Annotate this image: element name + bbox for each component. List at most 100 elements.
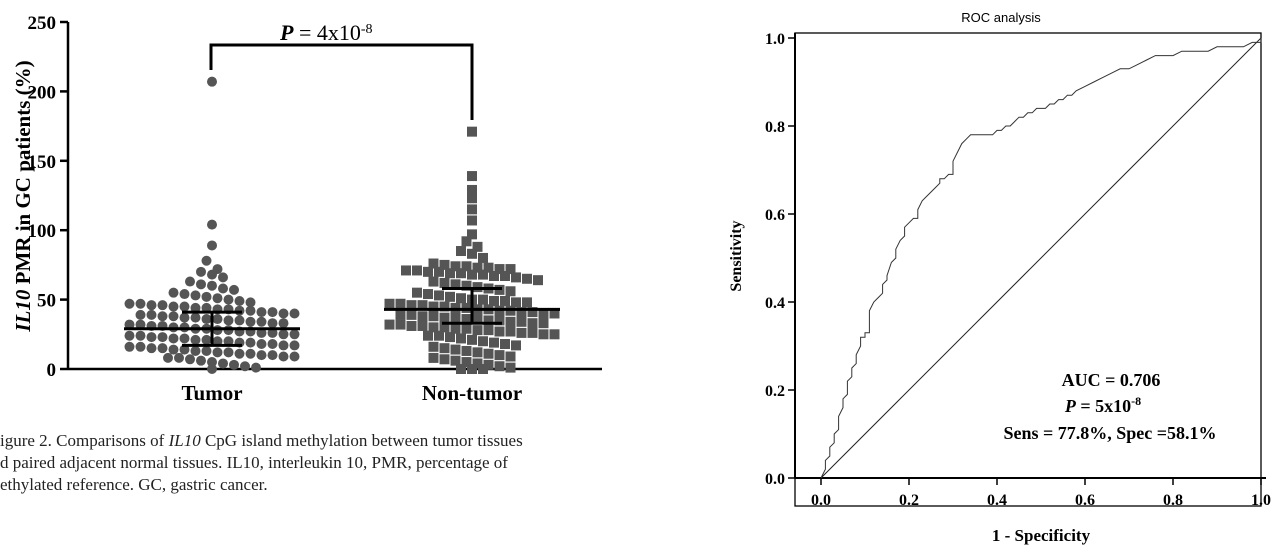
- data-point: [472, 358, 483, 369]
- data-point: [168, 333, 179, 344]
- data-point: [428, 311, 439, 322]
- data-point: [196, 279, 206, 290]
- data-point: [412, 287, 422, 298]
- sens-spec-annotation: Sens = 77.8%, Spec =58.1%: [1003, 423, 1216, 443]
- data-point: [157, 332, 168, 343]
- p-value-annotation: P = 4x10-8: [279, 20, 373, 45]
- data-point: [434, 290, 444, 301]
- data-point: [212, 293, 223, 304]
- data-point: [456, 246, 466, 257]
- data-point: [245, 316, 256, 327]
- data-point: [229, 359, 239, 370]
- data-point: [461, 261, 472, 272]
- data-point: [190, 302, 201, 313]
- data-point: [428, 276, 439, 287]
- data-point: [467, 193, 477, 204]
- data-point: [417, 300, 428, 311]
- data-point: [135, 309, 146, 320]
- data-point: [467, 269, 477, 280]
- data-point: [439, 354, 450, 365]
- y-tick-label: 150: [28, 152, 57, 173]
- data-point: [516, 307, 527, 318]
- data-point: [157, 300, 168, 311]
- y-tick-label: 0.8: [765, 119, 785, 136]
- data-point: [212, 336, 223, 347]
- data-point: [445, 332, 455, 343]
- data-point: [223, 294, 234, 305]
- x-category-label: Tumor: [181, 381, 242, 405]
- data-point: [267, 350, 278, 361]
- data-point: [450, 279, 461, 290]
- data-point: [472, 314, 483, 325]
- data-point: [212, 314, 223, 325]
- data-point: [456, 268, 466, 279]
- data-point: [218, 283, 228, 294]
- data-point: [461, 357, 472, 368]
- data-point: [489, 271, 499, 282]
- data-point: [527, 318, 538, 329]
- data-point: [124, 330, 135, 341]
- data-point: [395, 298, 406, 309]
- data-point: [256, 350, 267, 361]
- x-tick-label: 0.4: [987, 492, 1007, 509]
- data-point: [428, 341, 439, 352]
- caption-line-3: ethylated reference. GC, gastric cancer.: [0, 475, 268, 494]
- data-point: [434, 266, 444, 277]
- dot-plot: 0 50 100 150 200 250 P = 4x10-8 Tumor Non-tum…: [11, 13, 602, 405]
- data-point: [245, 305, 256, 316]
- data-point: [146, 300, 157, 311]
- data-point: [278, 329, 289, 340]
- data-point: [478, 294, 488, 305]
- data-point: [124, 319, 135, 330]
- data-point: [494, 326, 505, 337]
- roc-chart: ROC analysis 0.0 0.2 0.4 0.6 0.8 1.0 0.00.20.…: [728, 10, 1271, 545]
- data-point: [179, 333, 190, 344]
- data-point: [218, 358, 228, 369]
- data-point: [450, 261, 461, 272]
- data-point: [135, 341, 146, 352]
- data-point: [395, 309, 406, 320]
- data-point: [201, 255, 212, 266]
- x-tick-label: 0.0: [811, 492, 831, 509]
- data-point: [511, 297, 521, 308]
- data-point: [163, 352, 173, 363]
- data-point: [478, 252, 488, 263]
- data-point: [223, 347, 234, 358]
- data-point: [439, 277, 450, 288]
- y-tick-label: 1.0: [765, 31, 785, 48]
- data-point: [240, 361, 250, 372]
- data-point: [467, 126, 477, 137]
- data-point: [256, 307, 267, 318]
- data-point: [428, 322, 439, 333]
- data-point: [234, 315, 245, 326]
- data-point: [289, 351, 300, 362]
- data-point: [406, 309, 417, 320]
- data-point: [135, 319, 146, 330]
- y-tick-label: 0.2: [765, 383, 785, 400]
- data-point: [201, 334, 212, 345]
- data-point: [146, 343, 157, 354]
- data-point: [489, 295, 499, 306]
- data-point: [461, 280, 472, 291]
- data-point: [467, 184, 477, 195]
- data-point: [467, 334, 477, 345]
- data-point: [212, 347, 223, 358]
- data-point: [461, 314, 472, 325]
- data-point: [229, 284, 239, 295]
- data-point: [428, 301, 439, 312]
- data-point: [251, 362, 261, 373]
- data-point: [428, 258, 439, 269]
- data-point: [185, 276, 195, 287]
- data-point: [516, 316, 527, 327]
- data-point: [478, 364, 488, 374]
- data-point: [439, 322, 450, 333]
- data-point: [218, 272, 228, 283]
- data-point: [289, 340, 300, 351]
- data-point: [179, 301, 190, 312]
- data-point: [179, 344, 190, 355]
- data-point: [439, 301, 450, 312]
- data-point: [245, 337, 256, 348]
- data-point: [483, 262, 494, 273]
- data-point: [135, 298, 146, 309]
